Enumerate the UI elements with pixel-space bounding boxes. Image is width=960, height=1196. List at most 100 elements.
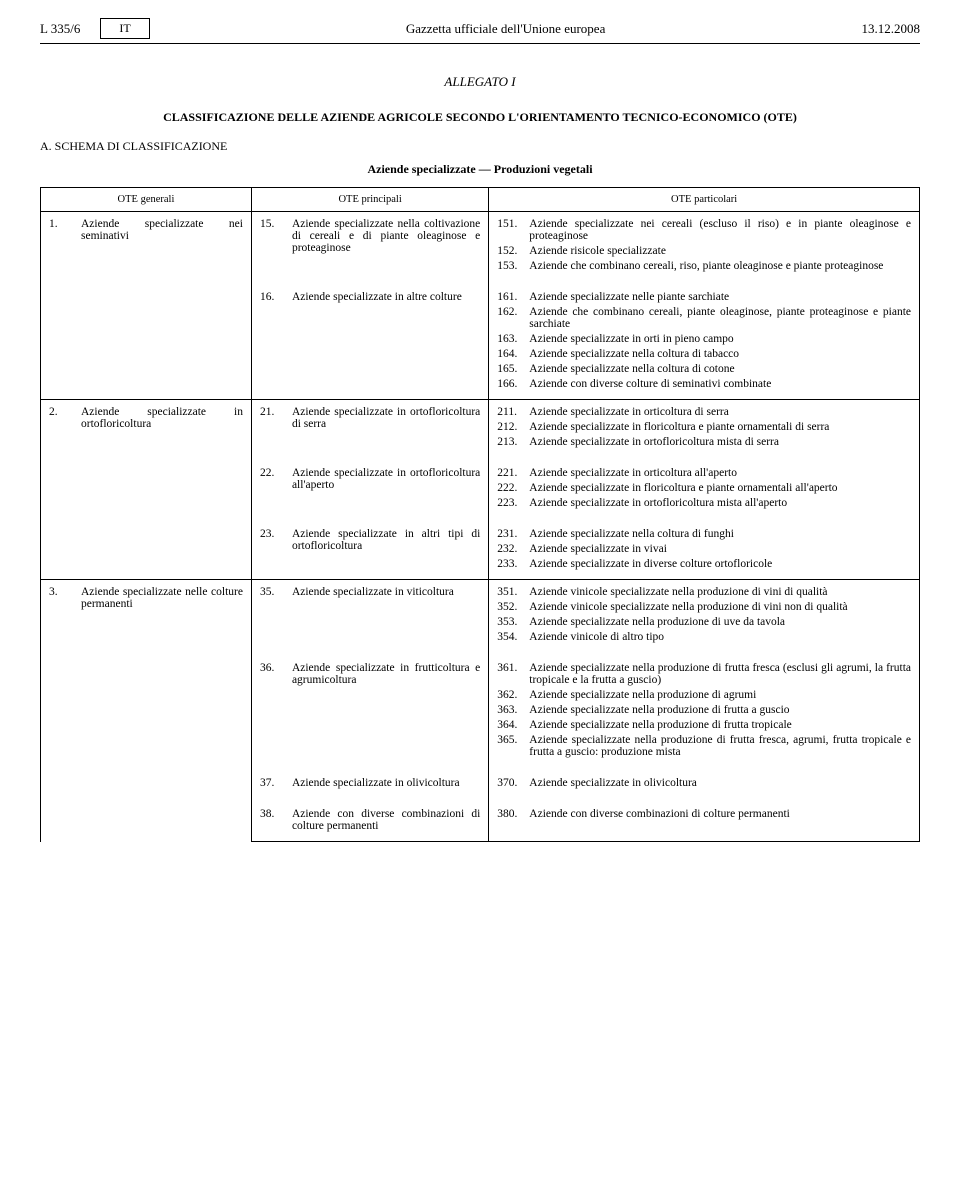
item-number: 3. (49, 586, 81, 610)
item-number: 162. (497, 306, 529, 330)
item-number: 380. (497, 808, 529, 820)
item-text: Aziende specializzate nella coltura di c… (529, 363, 911, 375)
item-text: Aziende specializzate in floricoltura e … (529, 421, 911, 433)
item-text: Aziende risicole specializzate (529, 245, 911, 257)
language-box: IT (100, 18, 149, 39)
item-number: 166. (497, 378, 529, 390)
item-text: Aziende specializzate in floricoltura e … (529, 482, 911, 494)
table-row: 3.Aziende specializzate nelle colture pe… (41, 580, 920, 653)
item-text: Aziende vinicole specializzate nella pro… (529, 586, 911, 598)
principal-cell: 16.Aziende specializzate in altre coltur… (251, 281, 488, 400)
principal-cell: 35.Aziende specializzate in viticoltura (251, 580, 488, 653)
item-text: Aziende specializzate in altre colture (292, 291, 480, 303)
table-row: 2.Aziende specializzate in ortofloricolt… (41, 400, 920, 458)
item-text: Aziende specializzate in ortofloricoltur… (292, 467, 480, 491)
item-number: 233. (497, 558, 529, 570)
item-number: 165. (497, 363, 529, 375)
item-text: Aziende specializzate nelle colture perm… (81, 586, 243, 610)
item-number: 21. (260, 406, 292, 430)
item-text: Aziende specializzate nella produzione d… (529, 719, 911, 731)
item-text: Aziende specializzate nella produzione d… (529, 689, 911, 701)
item-number: 152. (497, 245, 529, 257)
particular-cell: 380.Aziende con diverse combinazioni di … (489, 798, 920, 842)
item-text: Aziende con diverse combinazioni di colt… (292, 808, 480, 832)
principal-cell: 36.Aziende specializzate in frutticoltur… (251, 652, 488, 767)
particular-cell: 370.Aziende specializzate in olivicoltur… (489, 767, 920, 798)
general-cell: 1.Aziende specializzate nei seminativi (41, 212, 252, 400)
publication-date: 13.12.2008 (862, 21, 921, 37)
principal-cell: 38.Aziende con diverse combinazioni di c… (251, 798, 488, 842)
item-number: 23. (260, 528, 292, 552)
item-number: 362. (497, 689, 529, 701)
item-number: 231. (497, 528, 529, 540)
item-number: 211. (497, 406, 529, 418)
item-number: 38. (260, 808, 292, 832)
item-number: 36. (260, 662, 292, 686)
item-number: 16. (260, 291, 292, 303)
item-text: Aziende specializzate nella produzione d… (529, 734, 911, 758)
item-text: Aziende specializzate nella produzione d… (529, 704, 911, 716)
item-text: Aziende che combinano cereali, riso, pia… (529, 260, 911, 272)
journal-title: Gazzetta ufficiale dell'Unione europea (406, 21, 606, 37)
item-number: 353. (497, 616, 529, 628)
item-text: Aziende specializzate nella coltivazione… (292, 218, 480, 254)
item-number: 370. (497, 777, 529, 789)
table-row: 1.Aziende specializzate nei seminativi 15… (41, 212, 920, 282)
principal-cell: 21.Aziende specializzate in ortofloricol… (251, 400, 488, 458)
header-left: L 335/6 IT (40, 18, 150, 39)
item-number: 222. (497, 482, 529, 494)
item-text: Aziende specializzate in ortofloricoltur… (529, 497, 911, 509)
item-text: Aziende con diverse colture di seminativ… (529, 378, 911, 390)
item-text: Aziende specializzate in orti in pieno c… (529, 333, 911, 345)
general-cell: 3.Aziende specializzate nelle colture pe… (41, 580, 252, 842)
col-header-general: OTE generali (41, 188, 252, 212)
item-text: Aziende specializzate nei seminativi (81, 218, 243, 242)
item-number: 354. (497, 631, 529, 643)
principal-cell: 23.Aziende specializzate in altri tipi d… (251, 518, 488, 580)
item-number: 22. (260, 467, 292, 491)
item-text: Aziende specializzate nella coltura di t… (529, 348, 911, 360)
page-reference: L 335/6 (40, 21, 80, 37)
main-title: CLASSIFICAZIONE DELLE AZIENDE AGRICOLE S… (40, 110, 920, 125)
principal-cell: 37.Aziende specializzate in olivicoltura (251, 767, 488, 798)
item-number: 213. (497, 436, 529, 448)
page-header: L 335/6 IT Gazzetta ufficiale dell'Union… (40, 18, 920, 44)
item-number: 364. (497, 719, 529, 731)
item-text: Aziende specializzate in orticoltura all… (529, 467, 911, 479)
particular-cell: 161.Aziende specializzate nelle piante s… (489, 281, 920, 400)
item-text: Aziende specializzate nelle piante sarch… (529, 291, 911, 303)
item-text: Aziende specializzate in viticoltura (292, 586, 480, 598)
item-number: 15. (260, 218, 292, 254)
item-number: 361. (497, 662, 529, 686)
item-text: Aziende specializzate in ortofloricoltur… (292, 406, 480, 430)
item-text: Aziende vinicole specializzate nella pro… (529, 601, 911, 613)
col-header-principal: OTE principali (251, 188, 488, 212)
item-text: Aziende vinicole di altro tipo (529, 631, 911, 643)
item-text: Aziende con diverse combinazioni di colt… (529, 808, 911, 820)
section-label: A. SCHEMA DI CLASSIFICAZIONE (40, 139, 920, 154)
item-number: 232. (497, 543, 529, 555)
item-text: Aziende specializzate in ortofloricoltur… (81, 406, 243, 430)
item-number: 163. (497, 333, 529, 345)
item-text: Aziende specializzate in altri tipi di o… (292, 528, 480, 552)
item-number: 164. (497, 348, 529, 360)
particular-cell: 351.Aziende vinicole specializzate nella… (489, 580, 920, 653)
item-text: Aziende specializzate in diverse colture… (529, 558, 911, 570)
annex-label: ALLEGATO I (40, 74, 920, 90)
item-number: 1. (49, 218, 81, 242)
subtitle: Aziende specializzate — Produzioni veget… (40, 162, 920, 177)
item-text: Aziende specializzate nella coltura di f… (529, 528, 911, 540)
item-number: 351. (497, 586, 529, 598)
item-text: Aziende specializzate in frutticoltura e… (292, 662, 480, 686)
particular-cell: 211.Aziende specializzate in orticoltura… (489, 400, 920, 458)
item-number: 365. (497, 734, 529, 758)
table-header-row: OTE generali OTE principali OTE particol… (41, 188, 920, 212)
item-number: 223. (497, 497, 529, 509)
particular-cell: 361.Aziende specializzate nella produzio… (489, 652, 920, 767)
item-number: 153. (497, 260, 529, 272)
col-header-particular: OTE particolari (489, 188, 920, 212)
item-number: 151. (497, 218, 529, 242)
item-number: 161. (497, 291, 529, 303)
item-number: 221. (497, 467, 529, 479)
particular-cell: 221.Aziende specializzate in orticoltura… (489, 457, 920, 518)
